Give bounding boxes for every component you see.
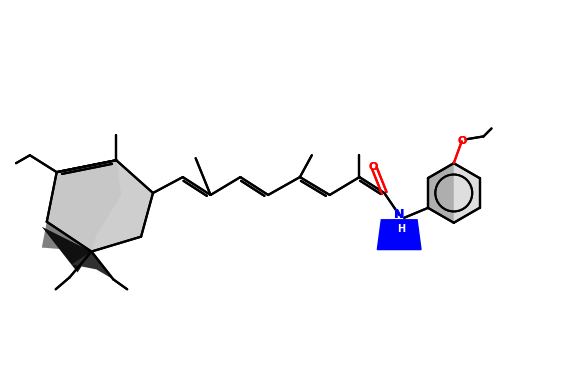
Polygon shape bbox=[428, 163, 480, 223]
Text: O: O bbox=[369, 162, 378, 172]
Polygon shape bbox=[42, 222, 92, 252]
Polygon shape bbox=[71, 252, 113, 279]
Text: N: N bbox=[394, 208, 404, 221]
Polygon shape bbox=[377, 220, 421, 250]
Text: O: O bbox=[457, 136, 467, 146]
Text: N: N bbox=[394, 208, 404, 221]
Polygon shape bbox=[92, 160, 153, 252]
Text: N: N bbox=[394, 208, 404, 221]
Polygon shape bbox=[428, 163, 454, 223]
Polygon shape bbox=[42, 227, 92, 272]
Polygon shape bbox=[47, 160, 153, 252]
Text: O: O bbox=[369, 162, 378, 172]
Text: O: O bbox=[457, 136, 467, 146]
Text: H: H bbox=[397, 224, 406, 234]
